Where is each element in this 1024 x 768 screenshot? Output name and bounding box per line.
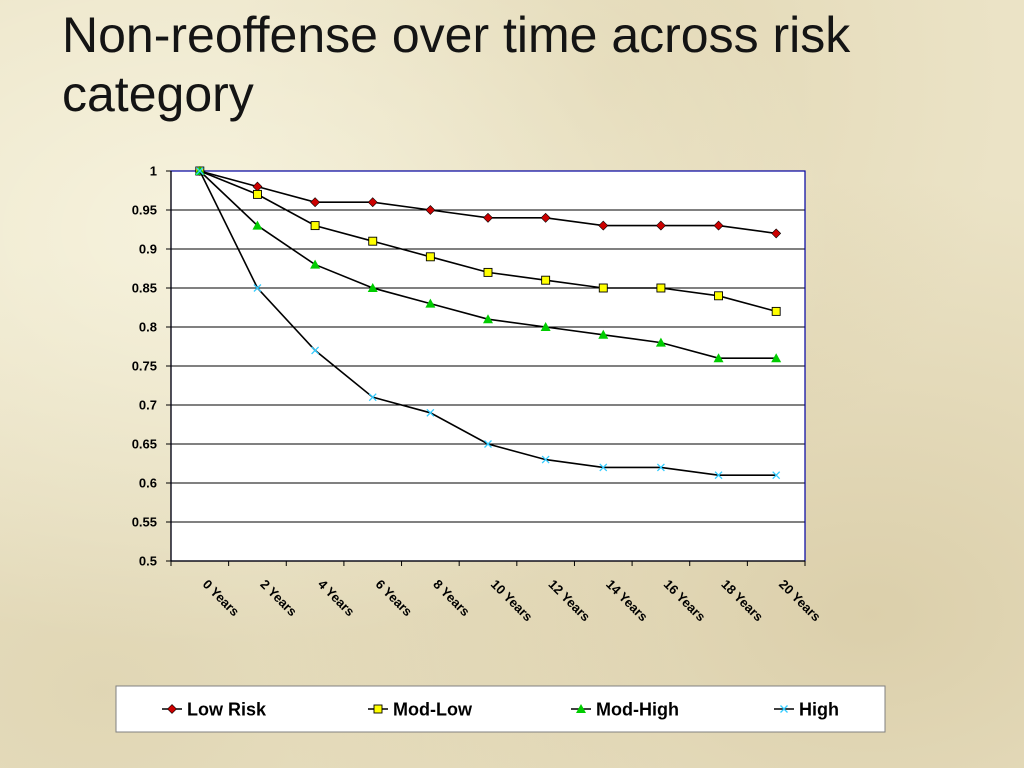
legend-label: Mod-High	[596, 700, 679, 720]
data-point	[713, 353, 724, 363]
data-point	[425, 252, 435, 262]
y-tick-label: 0.9	[139, 242, 157, 257]
data-point	[252, 220, 263, 230]
data-point	[483, 267, 493, 277]
data-point	[425, 205, 436, 215]
slide-title: Non-reoffense over time across risk cate…	[62, 7, 851, 122]
data-point	[483, 212, 493, 223]
legend-box	[115, 685, 886, 733]
data-point	[367, 197, 378, 208]
y-tick-label: 0.75	[132, 359, 157, 374]
legend-marker	[576, 704, 586, 713]
data-point	[311, 346, 320, 355]
y-tick-label: 0.85	[132, 281, 157, 296]
data-point	[368, 236, 378, 246]
x-tick-label: 2 Years	[257, 577, 300, 620]
data-point	[541, 455, 550, 464]
x-tick-label: 10 Years	[488, 577, 536, 625]
x-tick-label: 8 Years	[430, 577, 473, 620]
data-point	[771, 306, 781, 316]
data-point	[713, 220, 724, 231]
data-point	[253, 189, 262, 199]
x-tick-label: 18 Years	[718, 577, 766, 625]
data-point	[541, 275, 551, 285]
data-point	[714, 291, 723, 301]
data-point	[772, 471, 781, 480]
x-tick-label: 16 Years	[661, 577, 709, 625]
data-point	[426, 408, 435, 417]
data-point	[253, 284, 262, 292]
data-point	[598, 220, 609, 231]
data-point	[368, 393, 377, 402]
data-point	[656, 463, 665, 472]
x-tick-label: 4 Years	[315, 577, 358, 620]
data-point	[310, 221, 320, 231]
data-point	[655, 337, 666, 347]
x-tick-label: 0 Years	[200, 577, 243, 620]
data-point	[540, 322, 551, 331]
data-point	[655, 220, 666, 231]
data-point	[540, 212, 551, 223]
data-point	[771, 353, 782, 363]
data-point	[598, 329, 609, 339]
legend-label: Low Risk	[187, 700, 267, 720]
data-point	[367, 283, 378, 292]
legend-label: Mod-Low	[393, 700, 473, 720]
x-tick-label: 14 Years	[603, 577, 651, 625]
legend-marker	[167, 704, 177, 714]
legend-marker	[373, 704, 383, 714]
data-point	[484, 440, 492, 448]
y-tick-label: 0.7	[139, 398, 157, 413]
x-tick-label: 6 Years	[373, 577, 416, 620]
x-tick-label: 20 Years	[776, 577, 824, 625]
data-point	[598, 283, 608, 293]
legend-marker	[780, 705, 788, 713]
x-tick-label: 12 Years	[546, 577, 594, 625]
data-point	[310, 197, 321, 208]
y-tick-label: 0.8	[139, 320, 157, 335]
legend-label: High	[799, 700, 839, 720]
data-point	[310, 259, 321, 269]
data-point	[714, 471, 723, 480]
data-point	[425, 298, 436, 308]
y-tick-label: 1	[150, 164, 157, 179]
data-point	[771, 228, 782, 239]
y-tick-label: 0.55	[132, 515, 157, 530]
data-point	[483, 314, 493, 324]
y-tick-label: 0.5	[139, 554, 157, 569]
y-tick-label: 0.6	[139, 476, 157, 491]
data-point	[195, 167, 204, 175]
y-tick-label: 0.65	[132, 437, 157, 452]
data-point	[656, 283, 666, 293]
y-tick-label: 0.95	[132, 203, 157, 218]
data-point	[599, 463, 608, 472]
